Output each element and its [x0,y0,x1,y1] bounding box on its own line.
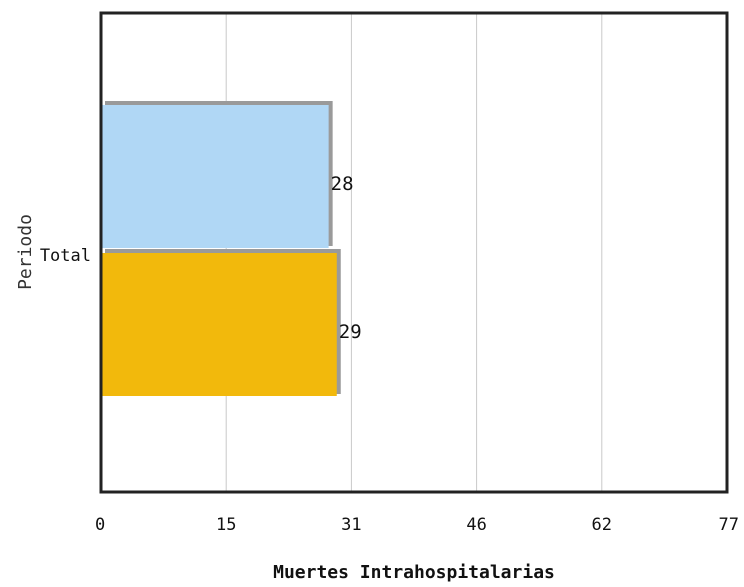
x-tick-label: 62 [592,515,612,535]
data-label: 29 [339,321,362,343]
plot-frame [99,11,729,494]
x-tick-label: 0 [95,515,105,535]
data-labels: 28 29 [331,173,362,343]
x-axis-title: Muertes Intrahospitalarias [273,562,555,583]
x-tick-label: 77 [719,515,739,535]
y-axis-title: Periodo [15,214,36,290]
bar [101,253,337,396]
y-category-label: Total [40,246,91,266]
x-tick-label: 15 [216,515,236,535]
gridlines [225,13,603,492]
data-label: 28 [331,173,354,195]
x-tick-label: 31 [341,515,361,535]
bar [101,105,329,248]
x-tick-label: 46 [466,515,486,535]
bars [101,101,341,396]
x-tick-labels: 0 15 31 46 62 77 [95,515,739,535]
